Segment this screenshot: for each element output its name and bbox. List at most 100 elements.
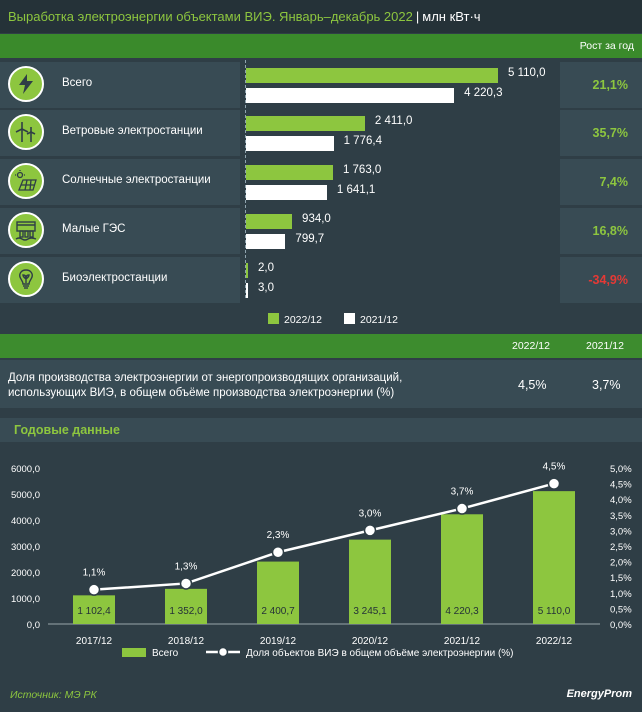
title-separator: | bbox=[415, 9, 420, 24]
share-point bbox=[179, 577, 193, 590]
bar-value-prev: 1 641,1 bbox=[336, 184, 376, 196]
row-label: Всего bbox=[62, 77, 93, 89]
growth-value: 21,1% bbox=[592, 78, 628, 92]
source-note: Источник: МЭ РК bbox=[10, 689, 97, 701]
row-label-cell: Всего bbox=[0, 62, 240, 108]
logo-text: EnergyProm bbox=[566, 688, 632, 700]
y-tick-label: 0,0 bbox=[27, 620, 40, 631]
y-tick-label: 2000,0 bbox=[11, 568, 40, 579]
annual-bar bbox=[533, 491, 575, 624]
x-tick-label: 2018/12 bbox=[168, 636, 205, 647]
share-col-prev: 2021/12 bbox=[586, 340, 624, 352]
y2-tick-label: 5,0% bbox=[610, 464, 632, 475]
bar-prev bbox=[246, 136, 334, 151]
row-label: Солнечные электростанции bbox=[62, 174, 211, 186]
y-tick-label: 6000,0 bbox=[11, 464, 40, 475]
share-point bbox=[363, 524, 377, 537]
share-line bbox=[93, 482, 555, 591]
annual-chart: 0,0 1000,0 2000,0 3000,0 4000,0 5000,0 6000,0 0… bbox=[11, 462, 632, 659]
annual-bar-label: 1 352,0 bbox=[169, 606, 203, 617]
y2-tick-label: 4,0% bbox=[610, 495, 632, 506]
bar-cur bbox=[246, 214, 293, 229]
share-header-band: 2022/12 2021/12 bbox=[0, 334, 642, 358]
share-point bbox=[271, 545, 285, 559]
y2-tick-label: 4,5% bbox=[610, 480, 632, 491]
growth-cell: 21,1% bbox=[560, 62, 642, 108]
bar-value-cur: 934,0 bbox=[302, 213, 331, 225]
growth-cell: 35,7% bbox=[560, 110, 642, 156]
category-row: Биоэлектростанции -34,9% 2,0 3,0 bbox=[0, 257, 642, 303]
row-label-cell: Ветровые электростанции bbox=[0, 110, 240, 156]
growth-header-band: Рост за год bbox=[0, 34, 642, 58]
share-point-label: 1,1% bbox=[83, 568, 106, 579]
annual-bar bbox=[165, 588, 207, 624]
annual-bar-label: 4 220,3 bbox=[445, 606, 479, 617]
y-tick-label: 4000,0 bbox=[11, 516, 40, 527]
bar-cur bbox=[246, 116, 365, 131]
annual-bar-label: 1 102,4 bbox=[77, 606, 111, 617]
category-row: Ветровые электростанции 35,7% 2 411,0 1 776… bbox=[0, 110, 642, 156]
y2-tick-label: 0,5% bbox=[610, 604, 632, 615]
growth-value: -34,9% bbox=[588, 273, 628, 287]
annual-bar bbox=[257, 561, 299, 624]
row-label-cell: Солнечные электростанции bbox=[0, 159, 240, 205]
growth-value: 7,4% bbox=[599, 175, 629, 189]
wind-turbine-icon bbox=[8, 114, 44, 150]
bar-prev bbox=[246, 234, 286, 249]
annual-title: Годовые данные bbox=[14, 423, 120, 437]
bar-cur bbox=[246, 263, 248, 278]
page-title: Выработка электроэнергии объектами ВИЭ. … bbox=[8, 9, 481, 24]
bar-value-prev: 799,7 bbox=[295, 233, 325, 245]
title-main: Выработка электроэнергии объектами ВИЭ. … bbox=[8, 9, 413, 24]
bar-prev bbox=[246, 88, 455, 103]
x-tick-label: 2022/12 bbox=[536, 636, 573, 647]
row-label: Биоэлектростанции bbox=[62, 272, 168, 284]
bar-cur bbox=[246, 165, 333, 180]
y2-tick-label: 2,5% bbox=[610, 542, 632, 553]
lightning-icon bbox=[8, 66, 44, 102]
bar-cur bbox=[246, 68, 498, 83]
share-col-cur: 2022/12 bbox=[512, 340, 550, 352]
growth-cell: 7,4% bbox=[560, 159, 642, 205]
x-tick-label: 2019/12 bbox=[260, 636, 297, 647]
category-row: Малые ГЭС 16,8% 934,0 799,7 bbox=[0, 208, 642, 254]
legend-marker-share bbox=[217, 646, 229, 658]
legend-label-cur: 2022/12 bbox=[284, 314, 322, 326]
y2-tick-label: 1,5% bbox=[610, 573, 632, 584]
row-label-cell: Биоэлектростанции bbox=[0, 257, 240, 303]
y2-tick-label: 1,0% bbox=[610, 589, 632, 600]
hydro-dam-icon bbox=[8, 212, 44, 248]
category-row: Солнечные электростанции 7,4% 1 763,0 1 641… bbox=[0, 159, 642, 205]
bio-bulb-icon bbox=[8, 261, 44, 297]
share-point-label: 2,3% bbox=[267, 530, 290, 541]
y2-tick-label: 3,5% bbox=[610, 511, 632, 522]
x-tick-label: 2020/12 bbox=[352, 636, 389, 647]
growth-cell: -34,9% bbox=[560, 257, 642, 303]
legend-swatch-prev bbox=[344, 313, 355, 324]
bar-value-cur: 1 763,0 bbox=[342, 164, 382, 176]
growth-value: 35,7% bbox=[592, 126, 628, 140]
legend-swatch-total bbox=[122, 648, 146, 657]
bar-value-cur: 5 110,0 bbox=[508, 67, 546, 79]
share-point-label: 1,3% bbox=[175, 561, 198, 572]
x-tick-label: 2021/12 bbox=[444, 636, 481, 647]
row-label: Ветровые электростанции bbox=[62, 125, 203, 137]
annual-bar bbox=[441, 514, 483, 624]
bar-axis-line bbox=[245, 60, 247, 298]
growth-value: 16,8% bbox=[592, 224, 628, 238]
share-point-label: 4,5% bbox=[543, 462, 566, 473]
annual-header: Годовые данные bbox=[0, 418, 642, 442]
bar-value-prev: 3,0 bbox=[258, 282, 274, 294]
solar-panel-icon bbox=[8, 163, 44, 199]
title-unit: млн кВт·ч bbox=[422, 9, 481, 24]
bar-value-cur: 2,0 bbox=[258, 262, 274, 274]
annual-bar-label: 3 245,1 bbox=[353, 606, 387, 617]
y-tick-label: 3000,0 bbox=[11, 542, 40, 553]
legend-swatch-cur bbox=[268, 313, 279, 324]
title-bar: Выработка электроэнергии объектами ВИЭ. … bbox=[0, 0, 642, 33]
y-tick-label: 5000,0 bbox=[11, 490, 40, 501]
annual-bar-label: 5 110,0 bbox=[538, 606, 571, 617]
y2-tick-label: 0,0% bbox=[610, 620, 632, 631]
y2-tick-label: 2,0% bbox=[610, 558, 632, 569]
annual-bar-label: 2 400,7 bbox=[261, 606, 295, 617]
